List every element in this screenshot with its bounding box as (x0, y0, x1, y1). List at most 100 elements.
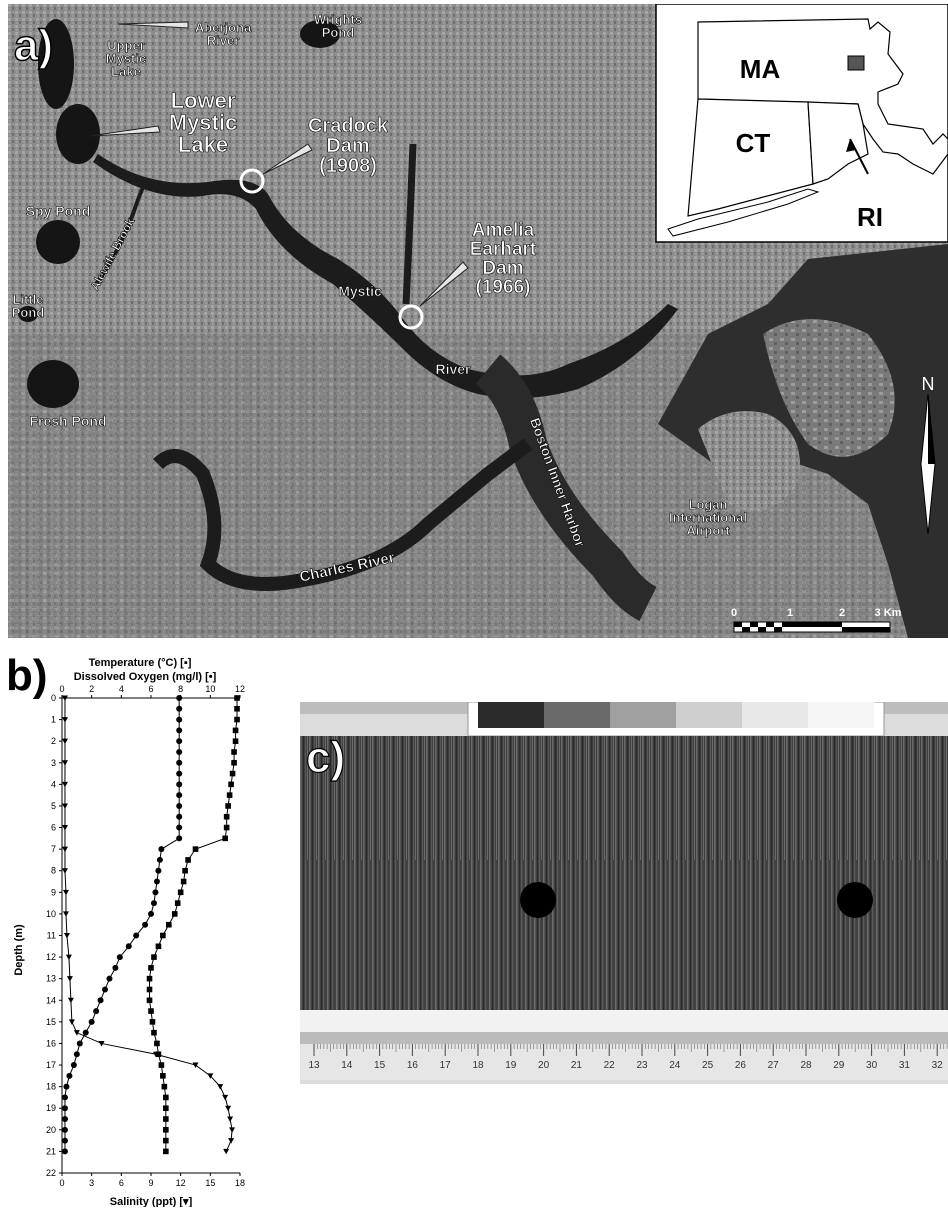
temperature-c-point (185, 857, 191, 863)
temperature-c-point (229, 770, 236, 777)
little-pond (18, 306, 38, 322)
salinity-ppt-point (225, 1105, 232, 1112)
bottom-axis-tick-label: 0 (59, 1178, 64, 1188)
dissolved-oxygen-mg-l-line (64, 698, 180, 1152)
depth-tick-label: 1 (51, 715, 56, 725)
ruler-tick-label: 28 (800, 1060, 812, 1071)
temperature-c-point (226, 792, 233, 798)
map-label-spy: Spy Pond (26, 203, 91, 219)
inset-label-ma: MA (740, 54, 781, 84)
salinity-ppt-point (61, 846, 68, 853)
temperature-c-point (155, 943, 162, 950)
salinity-ppt-point (61, 868, 68, 874)
salinity-ppt-point (73, 1030, 80, 1036)
salinity-ppt-point (222, 1094, 229, 1101)
temperature-c-point (154, 1040, 160, 1047)
dissolved-oxygen-mg-l-point (97, 997, 104, 1004)
map-scale-bar: 0 1 2 3 Km (731, 607, 902, 633)
temperature-c-point (146, 986, 153, 993)
temperature-c-point (146, 975, 153, 982)
top-axis-tick-label: 12 (235, 684, 245, 694)
inset-map: MA CT RI (655, 4, 948, 243)
top-axis-tick-label: 8 (178, 684, 183, 694)
y-axis-label-depth: Depth (m) (13, 924, 25, 976)
temperature-c-point (155, 1051, 162, 1058)
temperature-c-point (163, 1137, 169, 1144)
dissolved-oxygen-mg-l-point (112, 964, 119, 971)
ruler-tick-label: 16 (407, 1060, 419, 1071)
depth-profile-chart: b) Temperature (°C) [▪] Dissolved Oxygen… (6, 651, 245, 1208)
dissolved-oxygen-mg-l-point (142, 921, 149, 928)
temperature-c-point (234, 695, 240, 701)
ruler-tick-label: 18 (472, 1060, 484, 1071)
aerial-map: a) Aberjona River Wrights Pond Upper Mystic La… (8, 4, 948, 638)
ocean-water (658, 244, 948, 638)
depth-tick-label: 17 (46, 1060, 56, 1070)
dissolved-oxygen-mg-l-point (176, 738, 183, 745)
temperature-c-point (163, 1116, 169, 1122)
temperature-c-point (148, 965, 154, 971)
depth-tick-label: 10 (46, 909, 56, 919)
inset-label-ri: RI (857, 202, 883, 232)
dissolved-oxygen-mg-l-point (158, 846, 165, 853)
x-axis-label-salinity: Salinity (ppt) [▾] (110, 1196, 193, 1207)
salinity-ppt-point (192, 1062, 199, 1069)
ruler-tick-label: 27 (768, 1060, 780, 1071)
salinity-ppt-point (62, 889, 69, 896)
bottom-axis-tick-label: 15 (205, 1178, 215, 1188)
temperature-c-point (223, 813, 230, 820)
dissolved-oxygen-mg-l-point (66, 1072, 73, 1079)
ruler-tick-label: 23 (636, 1060, 648, 1071)
dissolved-oxygen-mg-l-point (70, 1062, 77, 1069)
salinity-ppt-point (227, 1116, 234, 1123)
fresh-pond (27, 360, 79, 408)
salinity-ppt-point (61, 803, 68, 809)
temperature-c-point (163, 1148, 169, 1155)
bottom-axis-tick-label: 9 (148, 1178, 153, 1188)
temperature-c-point (171, 911, 178, 917)
panel-label-b: b) (6, 651, 48, 700)
temperature-c-point (163, 1094, 169, 1101)
map-label-little: Little Pond (12, 292, 45, 320)
dissolved-oxygen-mg-l-point (150, 900, 157, 907)
temperature-c-point (160, 1073, 166, 1079)
dissolved-oxygen-mg-l-point (116, 954, 123, 961)
bottom-axis-tick-label: 6 (119, 1178, 124, 1188)
ruler-tick-label: 17 (440, 1060, 452, 1071)
depth-tick-label: 8 (51, 866, 56, 876)
north-label: N (922, 374, 935, 394)
dissolved-oxygen-mg-l-point (176, 781, 183, 788)
gray-scale-card (467, 702, 885, 737)
temperature-c-point (234, 716, 240, 723)
dissolved-oxygen-mg-l-point (61, 1148, 68, 1155)
ruler-tick-label: 30 (866, 1060, 878, 1071)
dissolved-oxygen-mg-l-point (93, 1008, 100, 1015)
ruler-tick-label: 29 (833, 1060, 845, 1071)
dissolved-oxygen-mg-l-point (102, 986, 109, 993)
depth-tick-label: 18 (46, 1082, 56, 1092)
dissolved-oxygen-mg-l-point (61, 1094, 68, 1101)
scale-tick-label: 3 Km (875, 607, 902, 619)
map-label-mystic: Mystic (338, 283, 382, 299)
map-label-lower-mystic: Lower Mystic Lake (169, 88, 237, 157)
charles-river (153, 438, 533, 591)
depth-tick-label: 2 (51, 736, 56, 746)
temperature-c-point (225, 803, 231, 809)
ruler-tick-label: 20 (538, 1060, 550, 1071)
dissolved-oxygen-mg-l-point (176, 705, 183, 712)
dissolved-oxygen-mg-l-point (133, 932, 140, 939)
salinity-ppt-point (217, 1084, 224, 1090)
east-boston-land (763, 319, 895, 457)
salinity-ppt-point (61, 738, 68, 745)
ruler-tick-label: 26 (735, 1060, 747, 1071)
ruler-tick-label: 22 (604, 1060, 616, 1071)
dissolved-oxygen-mg-l-point (176, 824, 183, 831)
depth-tick-label: 15 (46, 1017, 56, 1027)
map-label-river: River (435, 361, 471, 377)
dissolved-oxygen-mg-l-point (153, 878, 160, 885)
dissolved-oxygen-mg-l-point (82, 1029, 89, 1036)
temperature-c-point (161, 1083, 168, 1090)
temperature-c-point (222, 835, 228, 842)
scale-tick-label: 0 (731, 607, 737, 619)
ruler-tick-label: 32 (932, 1060, 944, 1071)
